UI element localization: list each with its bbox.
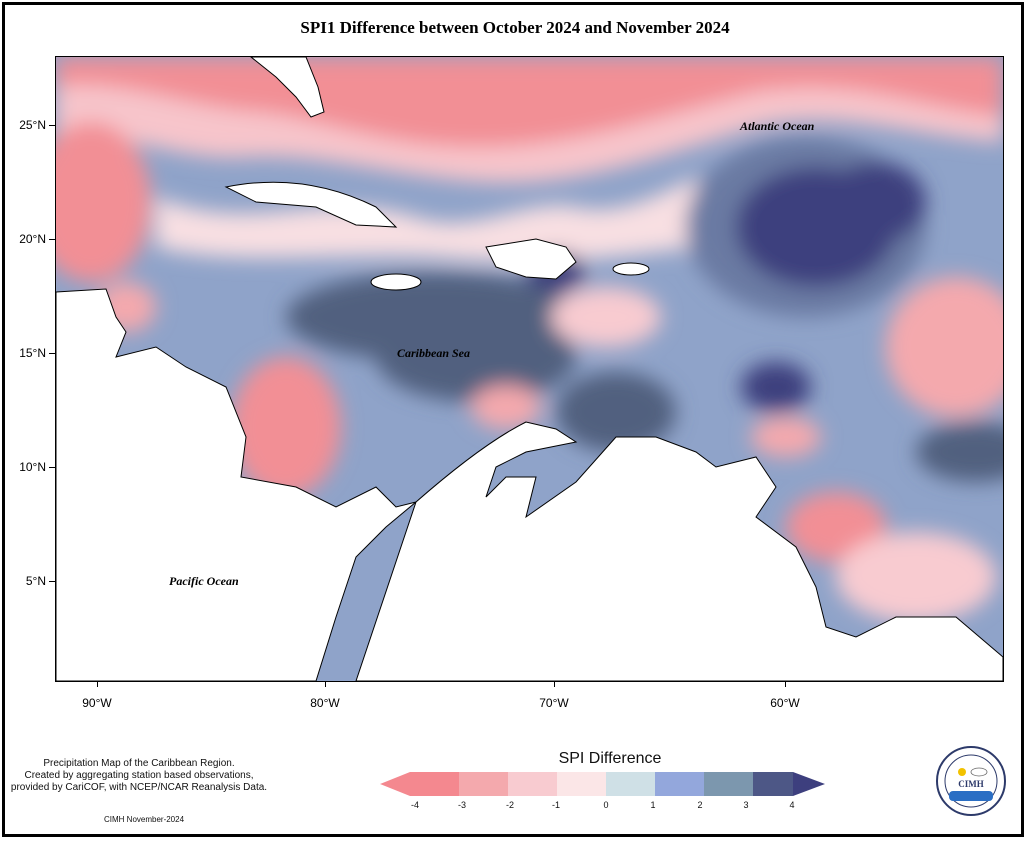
caption-line: provided by CariCOF, with NCEP/NCAR Rean…	[10, 782, 268, 793]
x-tick-label: 70°W	[539, 696, 569, 710]
credit-text: CIMH November-2024	[104, 815, 185, 824]
legend-swatch	[557, 772, 606, 796]
y-tick-label: 20°N	[19, 232, 46, 246]
y-tick-mark	[49, 239, 55, 240]
legend-tick: 4	[789, 800, 795, 810]
waves-icon	[949, 791, 993, 801]
map-title: SPI1 Difference between October 2024 and…	[300, 18, 730, 37]
legend-tick: 3	[743, 800, 749, 810]
cloud-icon	[970, 767, 988, 777]
legend-tick: 1	[650, 800, 656, 810]
legend-tick: -4	[410, 800, 419, 810]
map-panel	[55, 56, 1004, 682]
land	[56, 57, 1003, 681]
y-tick-mark	[49, 467, 55, 468]
legend-title: SPI Difference	[558, 750, 662, 767]
legend-colorbar	[380, 772, 825, 796]
legend-arrow-right	[793, 772, 825, 796]
y-tick-label: 25°N	[19, 118, 46, 132]
y-tick-label: 5°N	[25, 574, 46, 588]
map-caption: Precipitation Map of the Caribbean Regio…	[4, 758, 274, 794]
x-tick-label: 60°W	[770, 696, 800, 710]
x-tick-mark	[785, 681, 786, 687]
legend-swatch	[508, 772, 557, 796]
x-tick-mark	[97, 681, 98, 687]
y-tick-mark	[49, 125, 55, 126]
map-svg	[56, 57, 1003, 681]
x-tick-label: 90°W	[82, 696, 112, 710]
legend-swatch	[753, 772, 793, 796]
legend-tick: 2	[697, 800, 703, 810]
legend-tick: -2	[505, 800, 514, 810]
logo-text: CIMH	[958, 779, 984, 789]
spi-field	[56, 57, 1003, 622]
caribbean-sea-label: Caribbean Sea	[397, 346, 471, 360]
cimh-logo: CIMH	[936, 746, 1006, 816]
x-tick-label: 80°W	[310, 696, 340, 710]
legend-tick: -3	[457, 800, 466, 810]
x-tick-mark	[325, 681, 326, 687]
y-tick-mark	[49, 353, 55, 354]
atlantic-ocean-label: Atlantic Ocean	[740, 119, 815, 133]
legend-tick: -1	[551, 800, 560, 810]
x-tick-mark	[554, 681, 555, 687]
legend-arrow-left	[380, 772, 410, 796]
legend-swatch	[704, 772, 753, 796]
caption-line: Precipitation Map of the Caribbean Regio…	[43, 758, 235, 769]
y-tick-mark	[49, 581, 55, 582]
legend-swatch	[655, 772, 704, 796]
legend-swatch	[410, 772, 459, 796]
legend-swatch	[459, 772, 508, 796]
y-tick-label: 15°N	[19, 346, 46, 360]
caption-line: Created by aggregating station based obs…	[24, 770, 254, 781]
pacific-ocean-label: Pacific Ocean	[169, 574, 239, 588]
legend-tick: 0	[603, 800, 609, 810]
legend-swatch	[606, 772, 655, 796]
sun-icon	[958, 768, 966, 776]
y-tick-label: 10°N	[19, 460, 46, 474]
